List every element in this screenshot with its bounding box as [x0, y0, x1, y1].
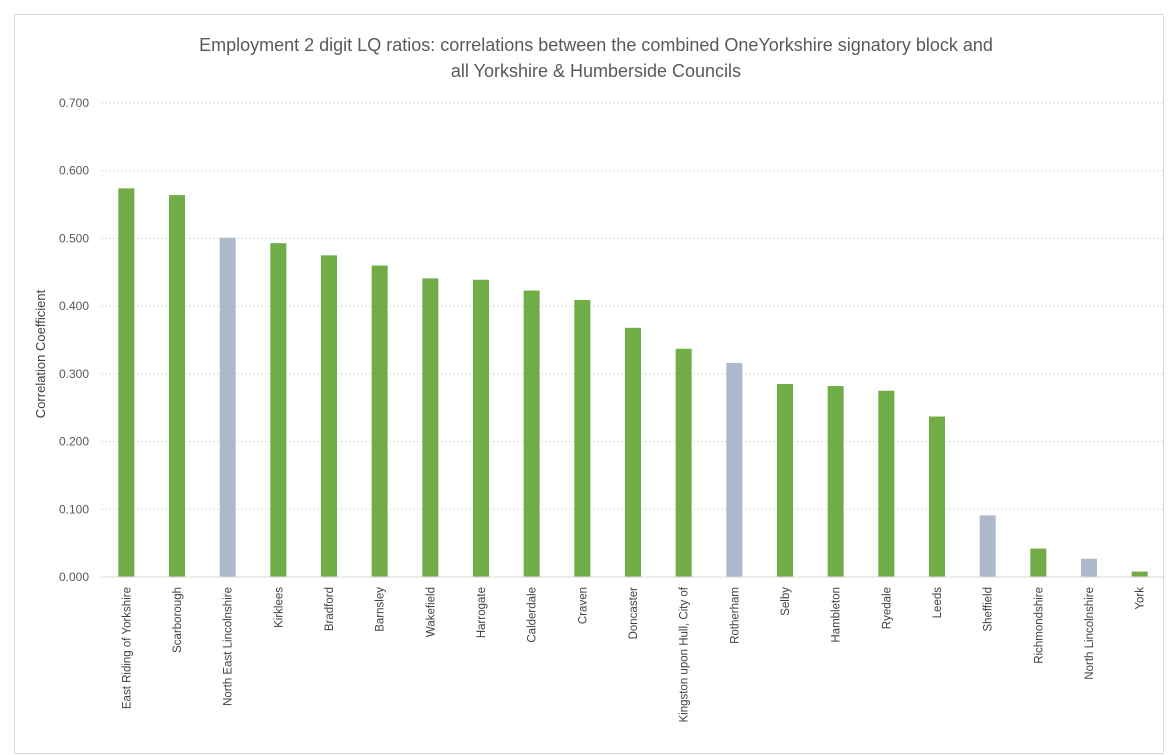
x-tick-label: North East Lincolnshire: [223, 587, 235, 706]
bars: [118, 188, 1148, 577]
bar: [1030, 548, 1047, 577]
x-tick-label: Scarborough: [172, 587, 184, 653]
x-tick-label: Barnsley: [375, 587, 387, 632]
x-tick-label: Selby: [780, 587, 792, 616]
bar: [473, 279, 489, 577]
y-axis-ticks: 0.000 0.100 0.200 0.300 0.400 0.500 0.600 0.700: [59, 96, 89, 584]
x-tick-label: Kirklees: [273, 587, 285, 628]
bar: [979, 515, 996, 577]
y-tick-label: 0.200: [59, 435, 89, 449]
x-tick-label: Ryedale: [881, 587, 893, 629]
x-tick-label: York: [1135, 587, 1147, 610]
x-tick-label: Bradford: [324, 587, 336, 631]
x-tick-label: Hambleton: [831, 587, 843, 643]
x-tick-label: Kingston upon Hull, City of: [679, 586, 691, 722]
bar: [1081, 558, 1097, 577]
y-tick-label: 0.000: [59, 570, 89, 584]
x-tick-label: Wakefield: [425, 587, 437, 637]
bar: [169, 195, 185, 577]
x-tick-label: Leeds: [932, 587, 944, 619]
bar-chart: Employment 2 digit LQ ratios: correlatio…: [33, 35, 1165, 723]
bar: [270, 243, 287, 577]
x-tick-label: East Riding of Yorkshire: [121, 587, 133, 709]
y-tick-label: 0.300: [59, 367, 89, 381]
bar: [219, 237, 236, 577]
bar: [827, 386, 844, 577]
x-tick-label: Rotherham: [729, 587, 741, 644]
bar: [675, 348, 692, 577]
bar: [574, 300, 591, 577]
y-tick-label: 0.100: [59, 502, 89, 516]
x-tick-label: Craven: [577, 587, 589, 624]
bar: [321, 255, 337, 577]
bar: [625, 327, 641, 577]
x-tick-label: Richmondshire: [1033, 587, 1045, 664]
y-tick-label: 0.500: [59, 231, 89, 245]
x-axis-labels: East Riding of Yorkshire Scarborough North…: [121, 586, 1146, 722]
x-tick-label: Calderdale: [527, 587, 539, 643]
chart-area: Employment 2 digit LQ ratios: correlatio…: [14, 14, 1165, 754]
bar: [1131, 571, 1148, 577]
bar: [523, 290, 540, 577]
y-tick-label: 0.600: [59, 164, 89, 178]
x-tick-label: Sheffield: [983, 587, 995, 632]
bar: [118, 188, 135, 577]
bar: [929, 416, 945, 577]
chart-title-line-1: Employment 2 digit LQ ratios: correlatio…: [199, 35, 993, 55]
bar: [726, 363, 743, 577]
bar: [777, 384, 793, 577]
x-tick-label: Harrogate: [476, 587, 488, 638]
chart-title-line-2: all Yorkshire & Humberside Councils: [451, 61, 741, 81]
y-tick-label: 0.700: [59, 96, 89, 110]
y-axis-title: Correlation Coefficient: [33, 289, 48, 418]
y-tick-label: 0.400: [59, 299, 89, 313]
x-tick-label: Doncaster: [628, 587, 640, 640]
bar: [422, 278, 439, 577]
x-tick-label: North Lincolnshire: [1084, 587, 1096, 680]
bar: [878, 390, 895, 577]
bar: [371, 265, 388, 577]
